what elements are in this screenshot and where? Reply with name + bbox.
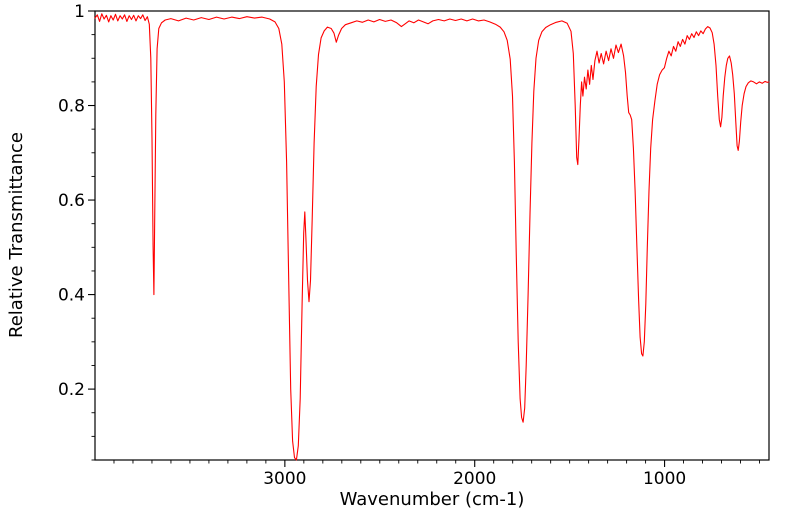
y-tick-label: 0.4 (58, 286, 85, 306)
y-tick-label: 1 (74, 2, 85, 22)
x-tick-label: 3000 (263, 469, 306, 489)
y-tick-label: 0.2 (58, 380, 85, 400)
x-tick-label: 2000 (453, 469, 496, 489)
y-axis-label: Relative Transmittance (6, 132, 27, 338)
y-tick-label: 0.8 (58, 96, 85, 116)
x-tick-label: 1000 (643, 469, 686, 489)
y-tick-label: 0.6 (58, 191, 85, 211)
spectrum-line (94, 13, 770, 461)
x-axis-label: Wavenumber (cm-1) (339, 489, 525, 510)
plot-frame (94, 10, 770, 461)
